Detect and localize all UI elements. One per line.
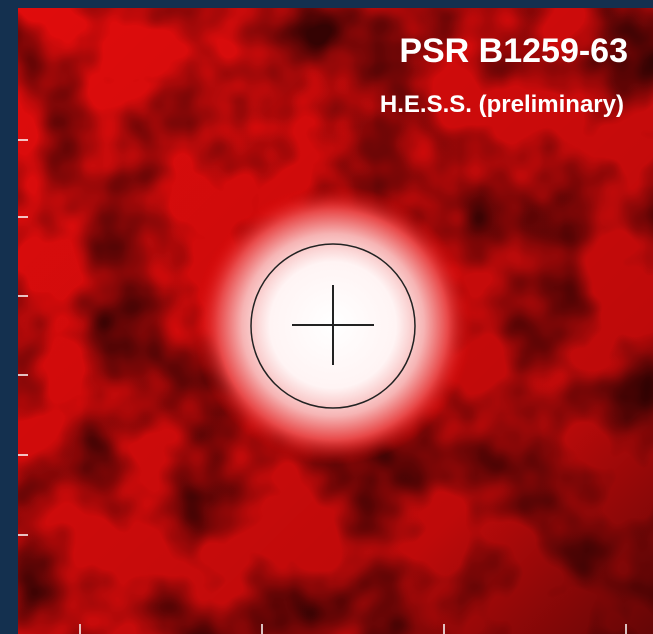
page: PSR B1259-63 H.E.S.S. (preliminary) (() …	[0, 0, 653, 634]
subtitle: H.E.S.S. (preliminary)	[380, 91, 624, 118]
sky-map-view: PSR B1259-63 H.E.S.S. (preliminary)	[0, 0, 653, 634]
title: PSR B1259-63	[399, 32, 628, 70]
